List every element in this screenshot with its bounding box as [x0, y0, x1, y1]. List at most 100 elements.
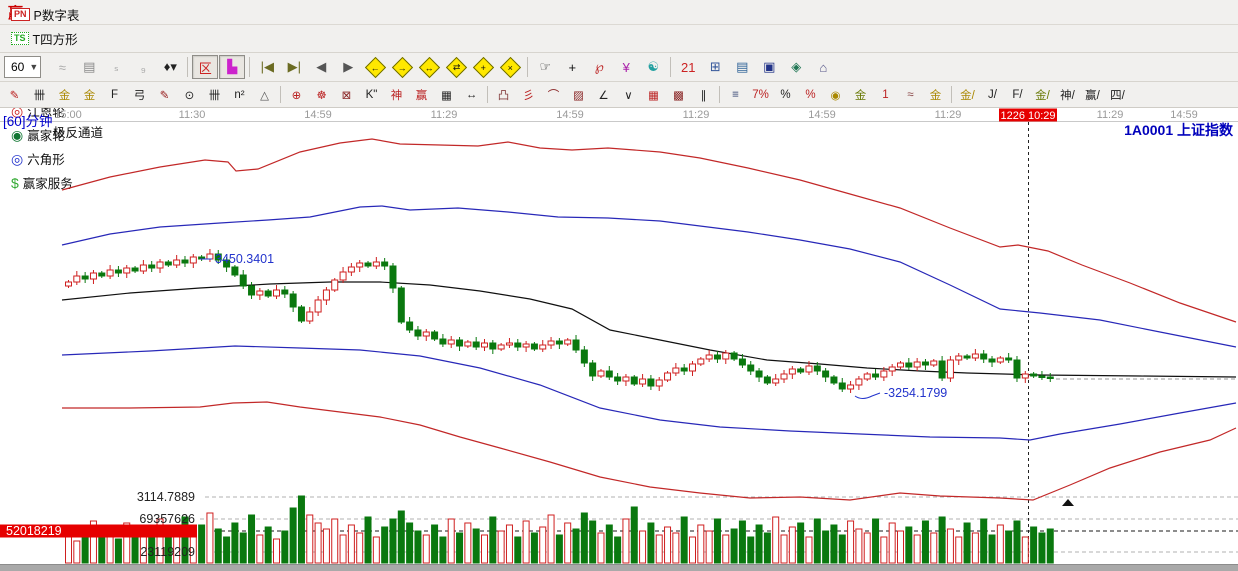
- toolbar-button-gann-shift-left-button[interactable]: ←: [362, 55, 388, 79]
- menu-item-formula-stock-pick[interactable]: [101, 5, 119, 20]
- toolbar-button-calendar-button[interactable]: 21: [681, 59, 696, 75]
- feature-button-t-square[interactable]: TS T四方形: [4, 27, 92, 51]
- toolbar-separator: [670, 57, 672, 77]
- draw-tool-button-gold-angle2-tool[interactable]: 金/: [1035, 89, 1050, 102]
- menu-item-trade-order[interactable]: [173, 5, 191, 20]
- draw-tool-button-percent-tool[interactable]: %: [780, 88, 791, 101]
- draw-tool-button-f-angle-tool[interactable]: F/: [1012, 88, 1023, 101]
- toolbar-button-calculator-button[interactable]: ⊞: [709, 59, 721, 74]
- menu-item-settings[interactable]: [119, 5, 137, 20]
- draw-tool-button-shen-angle-tool[interactable]: 神/: [1060, 89, 1075, 102]
- draw-tool-button-gold-line2-tool[interactable]: 金: [929, 89, 942, 102]
- draw-tool-button-number-grid-tool[interactable]: ▦: [441, 89, 452, 102]
- draw-tool-button-arc-tool[interactable]: ⌒: [547, 89, 560, 102]
- feature-icon: ◉: [11, 126, 24, 143]
- toolbar-button-pan-hand-button[interactable]: ☞: [539, 59, 552, 74]
- toolbar-button-key-price-button[interactable]: ℘: [594, 59, 604, 74]
- chart-canvas[interactable]: 15:00 11:30 14:59 11:29 14:59 11:29 14:59 11:29…: [0, 108, 1238, 565]
- draw-tool-button-spiral-tool[interactable]: 弓: [133, 89, 146, 102]
- draw-tool-button-zigzag-tool[interactable]: ∨: [624, 89, 633, 102]
- draw-tool-button-brush-tool[interactable]: ✎: [159, 89, 170, 102]
- toolbar-button-last-page-button[interactable]: ▶|: [287, 59, 301, 74]
- toolbar-button-gann-compress-button[interactable]: ⇄: [443, 55, 469, 79]
- period-value: 60: [11, 60, 25, 74]
- toolbar-separator: [527, 57, 529, 77]
- toolbar-button-small-chart-9-button[interactable]: ₉: [140, 59, 146, 75]
- toolbar-button-candle-style-button[interactable]: ♦▾: [163, 59, 177, 74]
- draw-tool-button-width-tool[interactable]: ↔: [465, 88, 478, 101]
- toolbar-button-gann-expand-button[interactable]: ↔: [416, 55, 442, 79]
- toolbar-button-gann-center-button[interactable]: +: [470, 55, 496, 79]
- draw-tool-button-red-grid-tool[interactable]: ▦: [648, 89, 659, 102]
- svg-text:14:59: 14:59: [304, 109, 332, 121]
- draw-tool-button-gold-circle-tool[interactable]: ◉: [830, 89, 841, 102]
- toolbar-button-chip-tool-button[interactable]: ¥: [622, 59, 630, 75]
- chart-area[interactable]: 15:00 11:30 14:59 11:29 14:59 11:29 14:59 11:29…: [0, 108, 1238, 565]
- toolbar-button-gann-shift-right-button[interactable]: →: [389, 55, 415, 79]
- draw-tool-button-grid-box-tool[interactable]: ▩: [673, 89, 684, 102]
- draw-tool-button-gold-angle-tool[interactable]: 金/: [960, 89, 975, 102]
- draw-tool-button-win-grid-tool[interactable]: 赢: [415, 89, 428, 102]
- draw-tool-button-angle-lines-tool[interactable]: ∠: [598, 89, 609, 102]
- draw-tool-button-fan-tool[interactable]: 彡: [522, 89, 535, 102]
- draw-tool-button-parallel-tool[interactable]: ∥: [700, 89, 707, 102]
- draw-tool-button-web-box-tool[interactable]: ▨: [573, 89, 584, 102]
- menu-item-tools[interactable]: [137, 5, 155, 20]
- toolbar-button-save-button[interactable]: ▣: [763, 59, 776, 74]
- toolbar-button-f10-info-button[interactable]: ▤: [83, 59, 96, 74]
- draw-tool-button-gold-grid-tool[interactable]: 金: [58, 89, 71, 102]
- feature-button-winner-wheel[interactable]: ◉ 赢家轮: [4, 123, 92, 147]
- toolbar-button-gann-fit-button[interactable]: ×: [497, 55, 523, 79]
- toolbar-button-first-page-button[interactable]: |◀: [260, 59, 274, 74]
- draw-tool-button-wave-tool[interactable]: ≈: [907, 88, 914, 101]
- draw-tool-button-pen-one-tool[interactable]: 1: [882, 88, 889, 101]
- feature-button-winner-service[interactable]: $ 赢家服务: [4, 171, 92, 195]
- draw-tool-button-seven-pct-tool[interactable]: 7%: [752, 88, 769, 101]
- menu-item-help[interactable]: [191, 5, 209, 20]
- draw-tool-button-web-tool[interactable]: ☸: [316, 89, 327, 102]
- draw-tool-button-bars-tool[interactable]: ≡: [732, 88, 739, 101]
- draw-tool-button-pen-tool[interactable]: ✎: [9, 89, 20, 102]
- draw-tool-button-gold-line-tool[interactable]: 金: [854, 89, 867, 102]
- toolbar-button-market-trend-button[interactable]: ≈: [58, 59, 66, 75]
- toolbar-button-crosshair-button[interactable]: +: [568, 59, 577, 75]
- horizontal-scrollbar[interactable]: [0, 564, 1238, 571]
- draw-tool-button-gold-grid2-tool[interactable]: 金: [83, 89, 96, 102]
- draw-tool-button-win-angle-tool[interactable]: 赢/: [1085, 89, 1100, 102]
- drawing-toolbar: ✎ 卌金金 F 弓 ✎ ⊙ 卌 n² △ ⊕ ☸ ⊠ K" 神赢 ▦ ↔ 凸彡 ⌒ ▨ ∠ ∨ ▦ ▩ ∥ ≡ 7%%% ◉ 金 1 ≈ 金…: [0, 82, 1238, 108]
- toolbar-button-notes-button[interactable]: ▤: [736, 59, 749, 74]
- feature-button-p-number-table[interactable]: PN P数字表: [4, 3, 92, 27]
- draw-tool-button-gann-target-tool[interactable]: ⊕: [291, 89, 302, 102]
- svg-text:14:59: 14:59: [1170, 109, 1198, 121]
- toolbar-button-next-bar-button[interactable]: ▶: [343, 59, 354, 74]
- draw-tool-button-grid-tool[interactable]: 卌: [33, 89, 46, 102]
- menu-item-window[interactable]: [155, 5, 173, 20]
- toolbar-button-small-chart-s-button[interactable]: ₛ: [113, 59, 119, 74]
- toolbar-button-jifan-channel-button[interactable]: 区: [192, 55, 219, 79]
- toolbar-button-smart-analysis-button[interactable]: ☯: [647, 59, 660, 74]
- draw-tool-button-angle-flag-tool[interactable]: △: [260, 89, 269, 102]
- draw-tool-button-j-angle-tool[interactable]: J/: [988, 88, 997, 101]
- toolbar-button-export-button[interactable]: ◈: [791, 59, 802, 74]
- toolbar-button-chart-panel-button[interactable]: ▙: [219, 55, 246, 79]
- feature-button-hexagon[interactable]: ◎ 六角形: [4, 147, 92, 171]
- draw-tool-button-f-grid-tool[interactable]: F: [110, 88, 119, 101]
- draw-tool-button-shen-grid-tool[interactable]: 神: [390, 89, 403, 102]
- draw-tool-button-time-circle-tool[interactable]: ⊙: [184, 89, 195, 102]
- draw-tool-button-four-angle-tool[interactable]: 四/: [1110, 89, 1125, 102]
- draw-tool-button-box-pin-tool[interactable]: 凸: [497, 89, 510, 102]
- draw-tool-button-box-web-tool[interactable]: ⊠: [341, 89, 352, 102]
- indicator-header: 极反通道: [53, 122, 173, 141]
- draw-tool-button-grid2-tool[interactable]: 卌: [208, 89, 221, 102]
- draw-tool-button-percent-line-tool[interactable]: %: [805, 88, 816, 101]
- toolbar-button-prev-bar-button[interactable]: ◀: [316, 59, 327, 74]
- feature-label: 江恩轮: [27, 105, 65, 119]
- svg-text:3450.3401: 3450.3401: [215, 252, 274, 266]
- draw-tool-button-n2-tool[interactable]: n²: [234, 88, 245, 101]
- toolbar-button-send-button[interactable]: ⌂: [819, 59, 828, 75]
- svg-text:23119209: 23119209: [140, 545, 195, 559]
- feature-label: P数字表: [33, 9, 80, 23]
- period-select[interactable]: 60 ▼: [4, 56, 42, 78]
- draw-tool-button-k-note-tool[interactable]: K": [365, 88, 378, 101]
